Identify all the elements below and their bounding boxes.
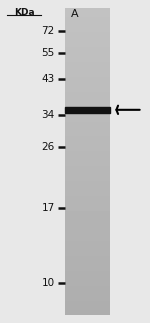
Text: KDa: KDa: [14, 8, 34, 17]
Text: 55: 55: [42, 48, 55, 58]
Text: 17: 17: [42, 203, 55, 213]
Bar: [64, 107, 110, 113]
Text: A: A: [71, 9, 79, 19]
Text: 43: 43: [42, 74, 55, 84]
Text: 26: 26: [42, 142, 55, 152]
Text: 10: 10: [42, 278, 55, 287]
Text: 34: 34: [42, 110, 55, 120]
Text: 72: 72: [42, 26, 55, 36]
